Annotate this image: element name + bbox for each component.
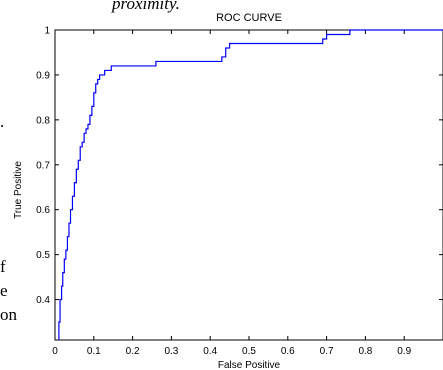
y-tick-label: 0.8 bbox=[36, 115, 50, 126]
text-fragment-top: proximity. bbox=[112, 0, 180, 13]
roc-curve-line bbox=[58, 29, 443, 340]
y-tick-label: 0.9 bbox=[36, 70, 50, 81]
y-tick-label: 0.6 bbox=[36, 205, 50, 216]
y-axis-label: True Positive bbox=[13, 161, 24, 219]
y-tick-label: 0.4 bbox=[36, 295, 50, 306]
x-tick-label: 0.9 bbox=[397, 346, 411, 357]
text-fragment-4: on bbox=[0, 305, 17, 324]
x-tick-label: 0.5 bbox=[242, 346, 256, 357]
x-tick-label: 0.4 bbox=[203, 346, 217, 357]
text-fragment-2: f bbox=[0, 257, 6, 276]
x-tick-label: 0.3 bbox=[164, 346, 178, 357]
x-tick-label: 0.8 bbox=[358, 346, 372, 357]
x-tick-label: 0.1 bbox=[87, 346, 101, 357]
y-tick-label: 0.5 bbox=[36, 250, 50, 261]
text-fragment-3: e bbox=[0, 281, 8, 300]
x-tick-label: 0.7 bbox=[320, 346, 334, 357]
x-tick-label: 0.6 bbox=[281, 346, 295, 357]
y-tick-label: 1 bbox=[44, 26, 50, 37]
text-fragment-1: . bbox=[0, 112, 5, 131]
chart-title: ROC CURVE bbox=[216, 12, 282, 24]
plot-frame bbox=[54, 29, 443, 341]
x-axis-label: False Positive bbox=[218, 360, 281, 370]
y-tick-label: 0.7 bbox=[36, 160, 50, 171]
x-tick-label: 0.2 bbox=[126, 346, 140, 357]
x-tick-label: 0 bbox=[52, 346, 58, 357]
